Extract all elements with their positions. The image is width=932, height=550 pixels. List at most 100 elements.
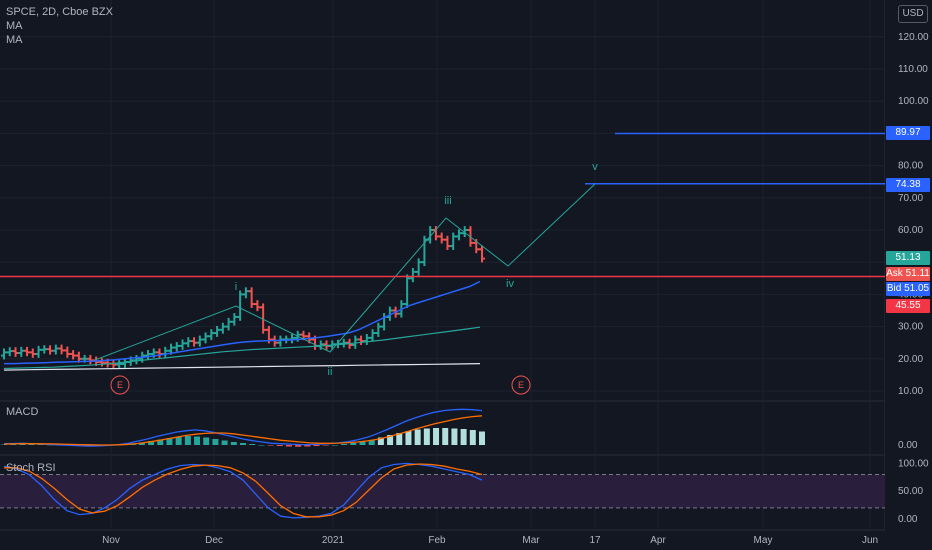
macd-pane [1,408,485,447]
macd-hist-bar [396,433,403,445]
macd-hist-bar [212,439,219,445]
ask-price-tag: Ask 51.11 [886,267,930,281]
macd-hist-bar [37,444,44,445]
wave-label: ii [328,366,333,378]
stoch-legend[interactable]: Stoch RSI [6,462,56,474]
stoch-pane [0,462,885,519]
ma-slow-line [3,326,481,370]
stoch-band [0,474,885,508]
stoch-tick-label: 0.00 [898,514,918,525]
ma-200-line [3,363,481,371]
macd-hist-bar [19,444,26,445]
macd-hist-bar [405,431,412,445]
macd-hist-bar [304,445,311,447]
x-tick-label: Dec [205,535,223,546]
macd-hist-bar [414,429,421,445]
macd-hist-bar [276,445,283,446]
macd-hist-bar [203,437,210,445]
macd-hist-bar [184,436,191,445]
macd-hist-bar [313,445,320,446]
wave-label: i [235,281,237,293]
x-tick-label: 2021 [322,535,345,546]
ask-value: 51.11 [905,268,930,279]
macd-hist-bar [1,444,7,445]
y-tick-label: 80.00 [898,161,923,172]
signal-line [3,415,483,446]
stoch-tick-label: 50.00 [898,486,923,497]
macd-hist-bar [387,435,394,445]
y-tick-label: 30.00 [898,322,923,333]
earnings-marker [110,375,130,395]
x-tick-label: Jun [862,535,878,546]
macd-hist-bar [285,445,292,447]
y-tick-label: 60.00 [898,225,923,236]
macd-hist-bar [341,444,348,445]
horizontal-levels [0,132,885,278]
macd-hist-bar [258,445,265,446]
target-price-tag-2: 74.38 [886,178,930,192]
macd-hist-bar [469,430,476,445]
grid [0,0,932,531]
y-tick-label: 70.00 [898,193,923,204]
ma-legend-2[interactable]: MA [6,34,23,46]
moving-averages [3,280,481,371]
earnings-label: E [117,380,123,390]
macd-hist-bar [240,443,246,445]
y-tick-label: 100.00 [898,96,929,107]
macd-hist-bar [138,442,145,445]
macd-hist-bar [322,445,329,446]
macd-hist-bar [451,428,458,445]
macd-hist-bar [331,445,338,446]
ma-fast-line [4,280,481,365]
wave-label: v [592,161,598,173]
macd-hist-bar [377,437,384,445]
macd-hist-bar [350,443,357,445]
macd-hist-bar [230,442,237,445]
stoch-tick-label: 100.00 [898,458,929,469]
macd-hist-bar [148,441,155,445]
red-level-tag: 45.55 [886,299,930,313]
symbol-legend[interactable]: SPCE, 2D, Cboe BZX [6,6,113,18]
y-tick-label: 20.00 [898,354,923,365]
x-tick-label: 17 [589,535,601,546]
macd-tick-label: 0.00 [898,440,918,451]
macd-hist-bar [423,428,430,445]
stoch-k-line [3,462,483,519]
earnings-label: E [518,380,524,390]
y-tick-label: 120.00 [898,32,929,43]
macd-hist-bar [175,437,182,445]
macd-hist-bar [10,444,17,445]
macd-hist-bar [267,445,274,446]
macd-hist-bar [221,440,228,445]
macd-hist-bar [166,438,173,445]
macd-line [3,408,483,447]
ma-legend-1[interactable]: MA [6,20,23,32]
macd-hist-bar [194,436,201,445]
wave-label: iv [506,278,514,290]
stoch-d-line [4,463,483,518]
bid-label: Bid [886,283,902,294]
x-tick-label: Apr [650,535,666,546]
macd-hist-bar [479,431,485,445]
macd-hist-bar [368,440,375,445]
x-tick-label: Mar [522,535,540,546]
y-tick-label: 110.00 [898,64,928,75]
macd-hist-bar [249,444,256,445]
macd-hist-bar [295,445,302,447]
wave-label: iii [444,195,451,207]
time-axis[interactable]: Nov Dec 2021 Feb Mar 17 Apr May Jun [102,535,878,546]
earnings-marker [511,375,531,395]
last-price-tag: 51.13 [886,251,930,265]
macd-legend[interactable]: MACD [6,406,39,418]
candles [1,226,485,369]
macd-hist-bar [442,428,449,445]
macd-hist-bar [28,444,35,445]
y-tick-label: 10.00 [898,386,923,397]
x-tick-label: May [754,535,773,546]
bid-value: 51.05 [904,283,930,294]
currency-button[interactable]: USD [898,5,928,23]
macd-hist-bar [460,429,467,445]
target-price-tag-1: 89.97 [886,126,930,140]
